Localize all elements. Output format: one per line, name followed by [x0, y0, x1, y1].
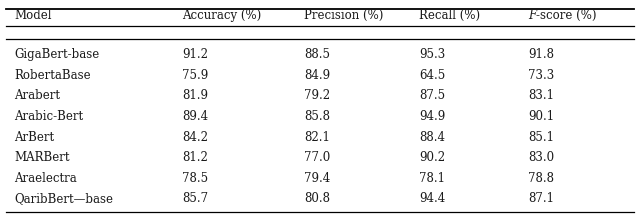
- Text: 87.5: 87.5: [419, 89, 445, 102]
- Text: 83.1: 83.1: [528, 89, 554, 102]
- Text: 91.8: 91.8: [528, 48, 554, 61]
- Text: QaribBert—base: QaribBert—base: [14, 192, 113, 205]
- Text: 64.5: 64.5: [419, 69, 445, 82]
- Text: 78.1: 78.1: [419, 172, 445, 185]
- Text: 94.9: 94.9: [419, 110, 445, 123]
- Text: Accuracy (%): Accuracy (%): [182, 9, 262, 22]
- Text: 79.2: 79.2: [304, 89, 330, 102]
- Text: Recall (%): Recall (%): [419, 9, 481, 22]
- Text: 87.1: 87.1: [528, 192, 554, 205]
- Text: 88.5: 88.5: [304, 48, 330, 61]
- Text: 95.3: 95.3: [419, 48, 445, 61]
- Text: 81.9: 81.9: [182, 89, 209, 102]
- Text: 82.1: 82.1: [304, 131, 330, 144]
- Text: 78.5: 78.5: [182, 172, 209, 185]
- Text: 79.4: 79.4: [304, 172, 330, 185]
- Text: 85.8: 85.8: [304, 110, 330, 123]
- Text: RobertaBase: RobertaBase: [14, 69, 91, 82]
- Text: Araelectra: Araelectra: [14, 172, 77, 185]
- Text: Arabert: Arabert: [14, 89, 60, 102]
- Text: Arabic-Bert: Arabic-Bert: [14, 110, 83, 123]
- Text: 85.7: 85.7: [182, 192, 209, 205]
- Text: 90.2: 90.2: [419, 151, 445, 164]
- Text: 81.2: 81.2: [182, 151, 208, 164]
- Text: Precision (%): Precision (%): [304, 9, 383, 22]
- Text: 75.9: 75.9: [182, 69, 209, 82]
- Text: -score (%): -score (%): [536, 9, 596, 22]
- Text: 73.3: 73.3: [528, 69, 554, 82]
- Text: 83.0: 83.0: [528, 151, 554, 164]
- Text: Model: Model: [14, 9, 52, 22]
- Text: 94.4: 94.4: [419, 192, 445, 205]
- Text: 85.1: 85.1: [528, 131, 554, 144]
- Text: 90.1: 90.1: [528, 110, 554, 123]
- Text: ArBert: ArBert: [14, 131, 54, 144]
- Text: 78.8: 78.8: [528, 172, 554, 185]
- Text: 91.2: 91.2: [182, 48, 209, 61]
- Text: 89.4: 89.4: [182, 110, 209, 123]
- Text: 84.2: 84.2: [182, 131, 209, 144]
- Text: MARBert: MARBert: [14, 151, 70, 164]
- Text: 84.9: 84.9: [304, 69, 330, 82]
- Text: 77.0: 77.0: [304, 151, 330, 164]
- Text: GigaBert-base: GigaBert-base: [14, 48, 99, 61]
- Text: 80.8: 80.8: [304, 192, 330, 205]
- Text: 88.4: 88.4: [419, 131, 445, 144]
- Text: F: F: [528, 9, 536, 22]
